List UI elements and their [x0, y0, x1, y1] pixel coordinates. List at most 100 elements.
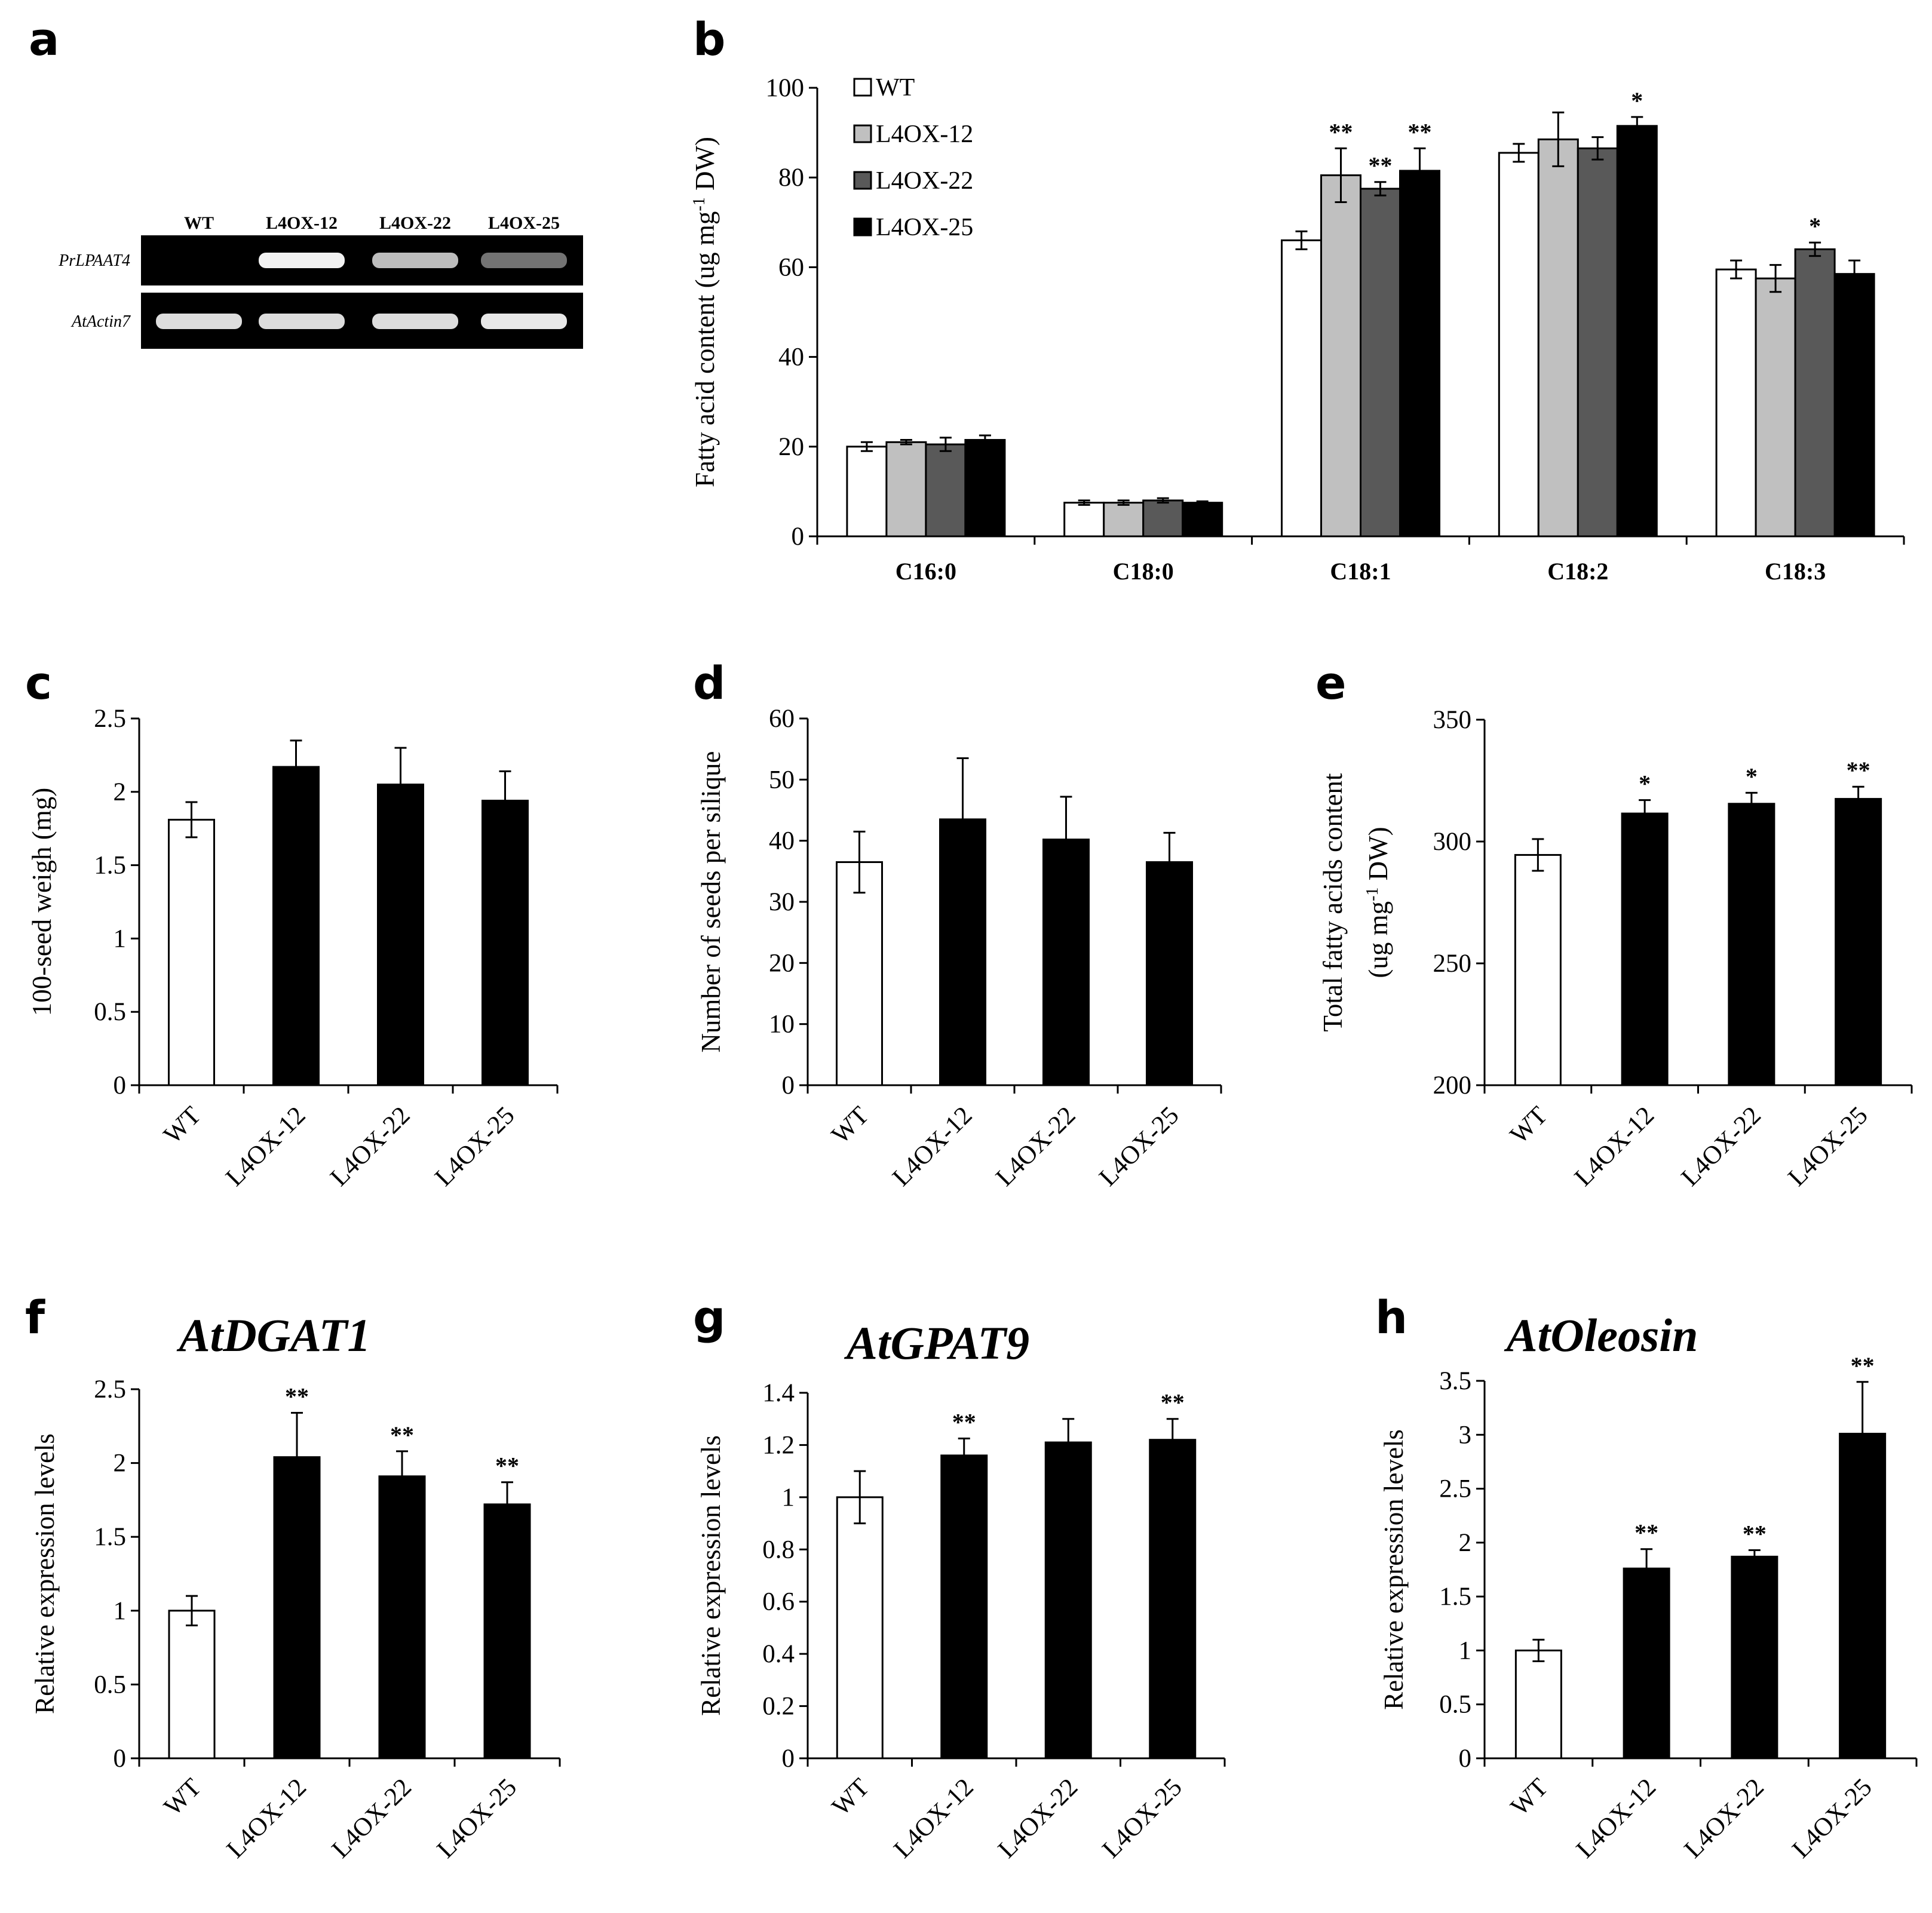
bar: [964, 439, 1006, 538]
chart-panel-c: c 0 0.5 1 1.5 2 2.5 100-seed weigh (mg) WT L4OX-1…: [25, 656, 559, 1192]
legend-label: L4OX-25: [876, 214, 973, 241]
x-category-label: C18:0: [1113, 558, 1174, 585]
x-category-label: C16:0: [896, 558, 956, 585]
panel-a-gel: a WT L4OX-12 L4OX-22 L4OX-25 PrLPAAT4 AtActi…: [29, 13, 583, 349]
chart-panel-e: e 200 250 300 350 Total fatty acids content (u…: [1315, 656, 1913, 1192]
y-tick-label: 1.5: [94, 852, 126, 880]
gel-lane-label: WT: [184, 213, 214, 233]
chart-panel-f: f AtDGAT1 0 0.5 1 1.5 2 2.5 Relative expression …: [25, 1291, 561, 1863]
chart-panel-g: g AtGPAT9 0 0.2 0.4 0.6 0.8 1 1.2 1.4 Relative exp…: [693, 1291, 1226, 1863]
legend-swatch: [853, 124, 872, 143]
y-tick-label: 2.5: [1439, 1475, 1471, 1503]
chart-title: AtOleosin: [1504, 1309, 1698, 1361]
bar: [836, 1496, 884, 1760]
bar: [1498, 152, 1540, 538]
gel-lane-label: L4OX-25: [488, 213, 560, 233]
y-axis-label-part: (ug mg: [1363, 901, 1393, 978]
x-category-label: L4OX-22: [990, 1101, 1081, 1192]
chart-title: AtGPAT9: [844, 1317, 1029, 1369]
bar: [1514, 853, 1562, 1086]
legend-label: WT: [876, 74, 915, 102]
gel-band: [481, 314, 567, 329]
significance-marker: **: [1408, 118, 1432, 145]
x-category-label: L4OX-12: [222, 1773, 312, 1863]
bar: [1182, 502, 1223, 538]
y-tick-label: 0: [782, 1745, 795, 1773]
y-tick-label: 0: [792, 523, 805, 551]
x-category-label: L4OX-12: [887, 1101, 977, 1192]
x-category-label: C18:3: [1765, 558, 1826, 585]
y-tick-label: 0: [1459, 1745, 1472, 1773]
bar: [378, 1475, 426, 1760]
significance-marker: **: [1634, 1519, 1658, 1546]
y-tick-label: 0: [114, 1071, 127, 1100]
legend-swatch: [853, 78, 872, 97]
gel-band: [259, 314, 345, 329]
y-axis-label: Relative expression levels: [1379, 1429, 1409, 1710]
x-category-label: L4OX-22: [993, 1773, 1083, 1863]
bar: [272, 766, 320, 1086]
y-axis-label: Fatty acid content (ug mg-1 DW): [690, 137, 720, 487]
bar: [1514, 1649, 1562, 1760]
significance-marker: *: [1639, 770, 1651, 797]
bar: [925, 443, 967, 538]
y-tick-label: 1: [782, 1484, 795, 1512]
y-axis-label: Total fatty acids content: [1318, 773, 1348, 1031]
x-category-label: L4OX-25: [430, 1101, 520, 1192]
x-category-label: WT: [158, 1101, 207, 1150]
x-category-label: L4OX-12: [220, 1101, 311, 1192]
chart-panel-h: h AtOleosin 0 0.5 1 1.5 2 2.5 3 3.5 Relative expre…: [1375, 1291, 1918, 1863]
chart-title: AtDGAT1: [176, 1309, 371, 1361]
y-tick-label: 30: [769, 888, 795, 916]
bar: [1577, 147, 1618, 538]
y-tick-label: 10: [769, 1011, 795, 1039]
bar: [483, 1503, 531, 1760]
y-tick-label: 250: [1433, 950, 1472, 978]
panel-label: g: [693, 1291, 725, 1344]
bar: [1063, 502, 1105, 538]
significance-marker: *: [1809, 213, 1821, 239]
y-axis-label-part: DW): [1363, 827, 1393, 887]
y-tick-label: 0: [114, 1745, 127, 1773]
significance-marker: **: [1851, 1352, 1875, 1379]
y-tick-label: 0.2: [762, 1693, 795, 1721]
x-category-label: L4OX-22: [325, 1101, 415, 1192]
y-tick-label: 40: [778, 343, 804, 371]
gel-band: [156, 314, 242, 329]
y-tick-label: 0.4: [762, 1640, 795, 1668]
y-tick-label: 0.5: [1439, 1691, 1471, 1719]
panel-label: c: [25, 656, 52, 710]
y-tick-label: 1: [114, 925, 127, 953]
bar: [940, 1454, 988, 1760]
significance-marker: **: [1329, 118, 1353, 145]
x-category-label: WT: [159, 1773, 207, 1822]
x-category-label: L4OX-25: [1094, 1101, 1184, 1192]
y-tick-label: 1: [1459, 1636, 1472, 1665]
y-tick-label: 100: [766, 74, 805, 102]
x-category-label: L4OX-25: [1097, 1773, 1187, 1863]
panel-label: e: [1315, 656, 1347, 710]
bar: [1728, 803, 1775, 1086]
y-axis-label: Relative expression levels: [696, 1435, 726, 1716]
legend-label: L4OX-22: [876, 167, 973, 195]
x-category-label: L4OX-22: [1679, 1773, 1769, 1863]
bar: [1731, 1555, 1778, 1760]
bar: [1623, 1567, 1670, 1760]
y-tick-label: 1.5: [1439, 1583, 1471, 1611]
y-tick-label: 2.5: [94, 1375, 126, 1404]
bar: [1833, 273, 1875, 538]
significance-marker: **: [495, 1453, 519, 1479]
y-tick-label: 200: [1433, 1071, 1472, 1100]
x-category-label: WT: [826, 1101, 875, 1150]
bar: [1103, 502, 1145, 538]
bar: [1146, 861, 1193, 1086]
y-tick-label: 0: [782, 1071, 795, 1100]
bar: [377, 784, 424, 1086]
x-category-label: L4OX-12: [1571, 1773, 1661, 1863]
y-axis-label: Number of seeds per silique: [696, 751, 726, 1053]
significance-marker: **: [952, 1409, 976, 1436]
panel-label: f: [25, 1291, 45, 1344]
gel-band: [372, 314, 458, 329]
y-tick-label: 40: [769, 827, 795, 855]
y-tick-label: 50: [769, 766, 795, 794]
